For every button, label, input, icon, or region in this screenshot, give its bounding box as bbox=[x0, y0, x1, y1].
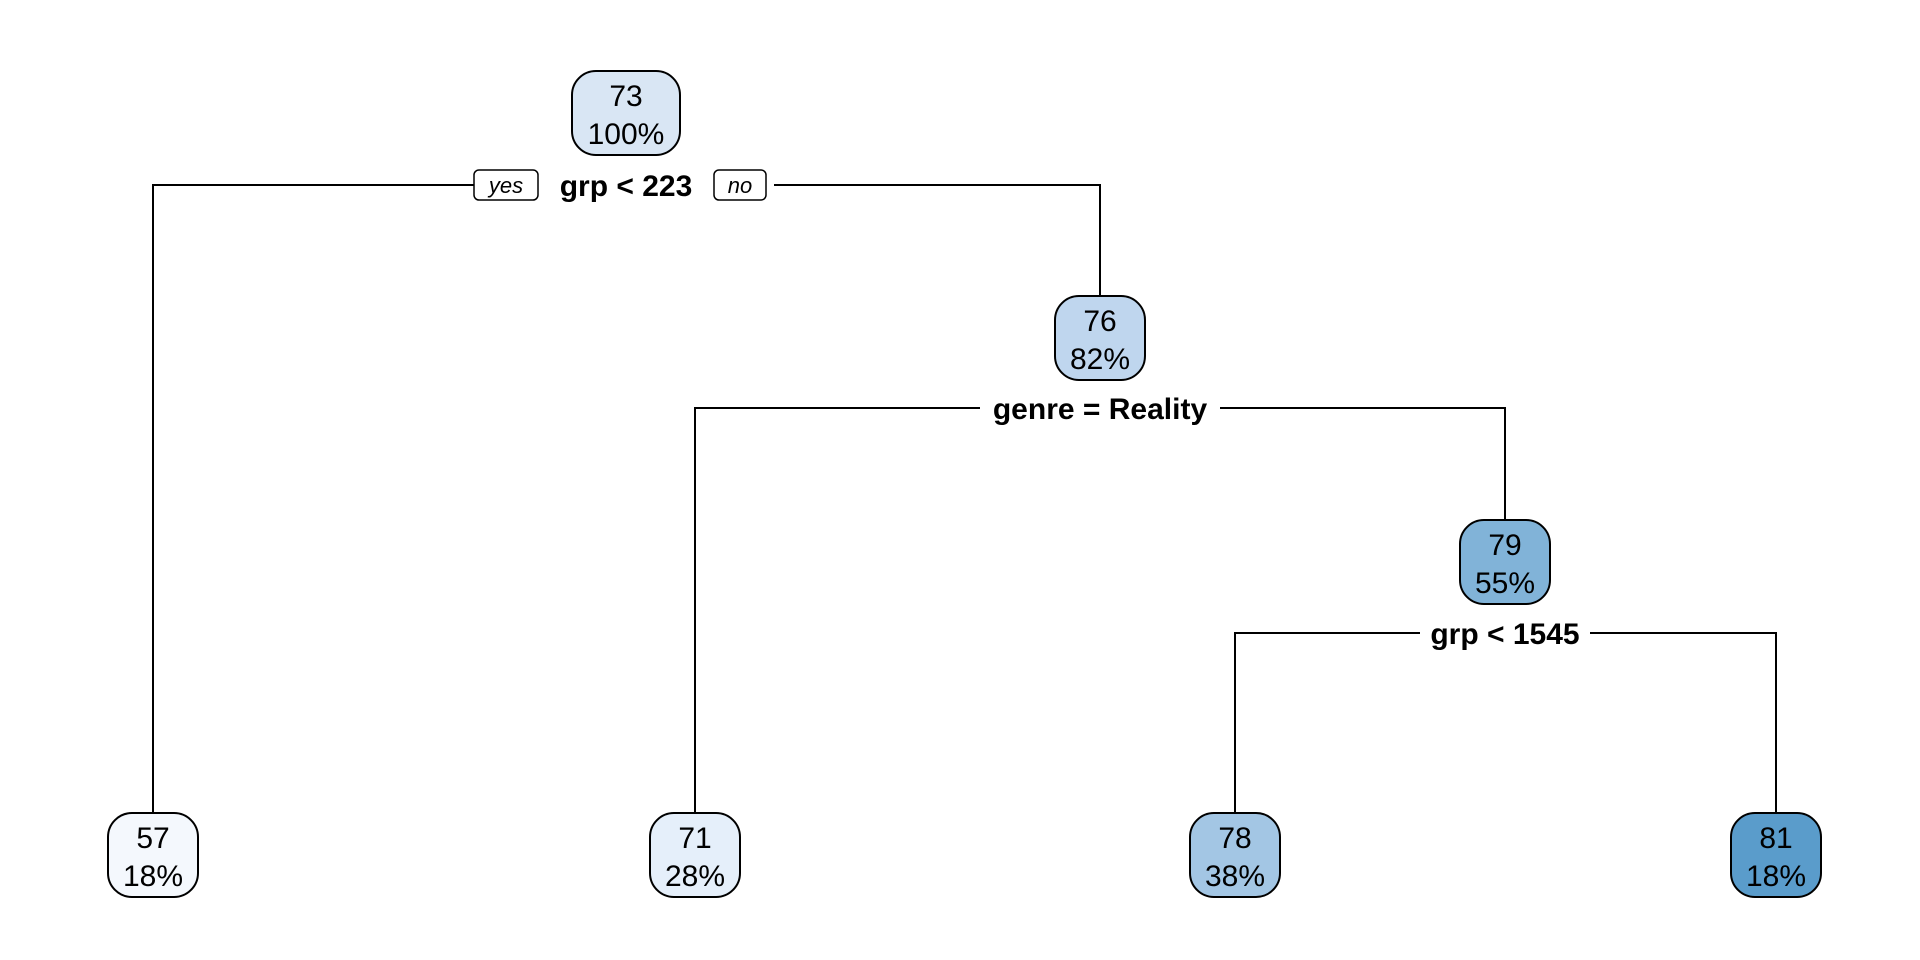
edge-rr-left bbox=[1234, 632, 1420, 816]
leaf-node-1-percent: 18% bbox=[123, 860, 183, 893]
node-root: 73 100% bbox=[571, 70, 681, 156]
edge-rr-right bbox=[1590, 632, 1777, 816]
node-root-value: 73 bbox=[609, 80, 642, 113]
tree-edges bbox=[152, 184, 1777, 816]
branch-yes-label: yes bbox=[473, 169, 539, 201]
branch-no-label: no bbox=[713, 169, 767, 201]
node-root-percent: 100% bbox=[588, 118, 665, 151]
edge-right-right bbox=[1220, 407, 1506, 520]
leaf-node-3-percent: 38% bbox=[1205, 860, 1265, 893]
node-right-right-value: 79 bbox=[1488, 529, 1521, 562]
node-right-percent: 82% bbox=[1070, 343, 1130, 376]
split-label-genre: genre = Reality bbox=[993, 393, 1208, 426]
node-right: 76 82% bbox=[1054, 295, 1146, 381]
leaf-node-1-value: 57 bbox=[136, 822, 169, 855]
split-label-grp-1545: grp < 1545 bbox=[1430, 618, 1579, 651]
branch-yes-text: yes bbox=[487, 173, 523, 198]
leaf-node-2: 71 28% bbox=[649, 812, 741, 898]
leaf-node-3-value: 78 bbox=[1218, 822, 1251, 855]
leaf-node-4-value: 81 bbox=[1759, 822, 1792, 855]
leaf-node-4-percent: 18% bbox=[1746, 860, 1806, 893]
edge-right-left bbox=[694, 407, 980, 816]
branch-no-text: no bbox=[728, 173, 752, 198]
split-label-root: grp < 223 bbox=[560, 170, 693, 203]
leaf-node-3: 78 38% bbox=[1189, 812, 1281, 898]
node-right-value: 76 bbox=[1083, 305, 1116, 338]
leaf-node-2-value: 71 bbox=[678, 822, 711, 855]
leaf-node-4: 81 18% bbox=[1730, 812, 1822, 898]
leaf-node-1: 57 18% bbox=[107, 812, 199, 898]
node-right-right: 79 55% bbox=[1459, 519, 1551, 605]
edge-root-left bbox=[152, 184, 474, 816]
leaf-node-2-percent: 28% bbox=[665, 860, 725, 893]
node-right-right-percent: 55% bbox=[1475, 567, 1535, 600]
edge-root-right bbox=[774, 184, 1101, 296]
